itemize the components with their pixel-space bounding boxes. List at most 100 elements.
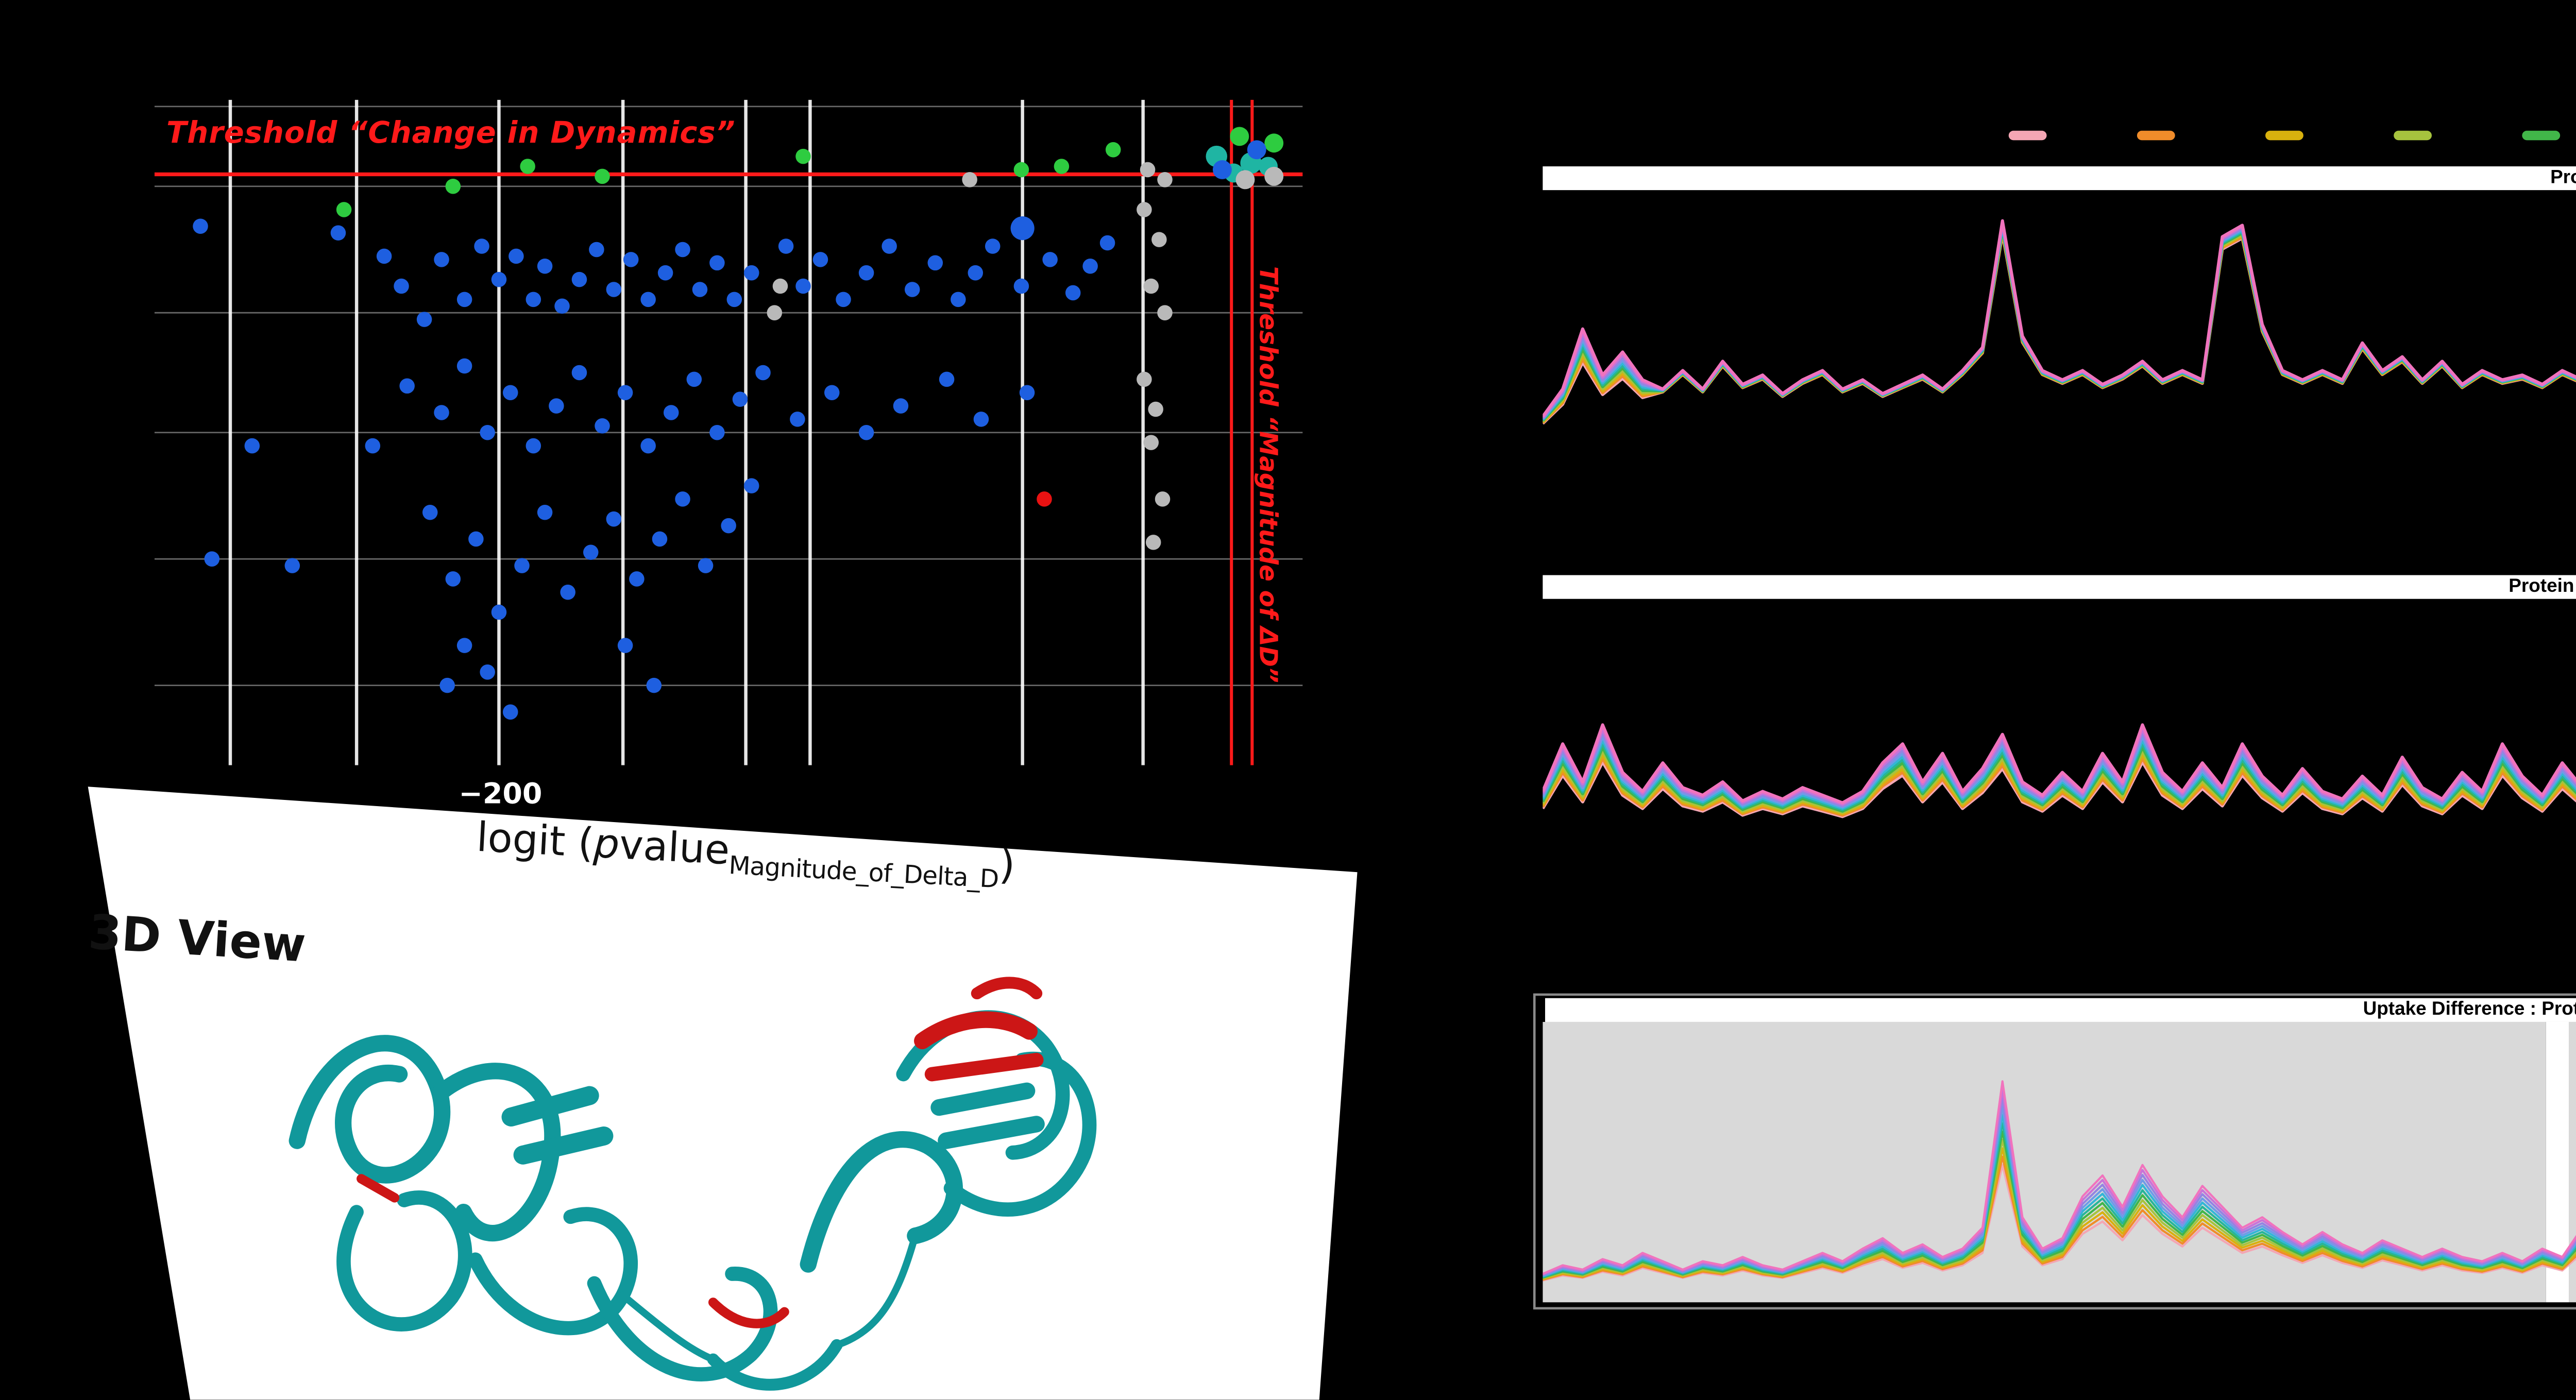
scatter-point[interactable]	[1019, 385, 1035, 400]
scatter-point[interactable]	[968, 265, 984, 281]
scatter-point[interactable]	[973, 412, 989, 427]
scatter-point[interactable]	[1264, 166, 1284, 186]
volcano-plot[interactable]	[154, 99, 1303, 765]
scatter-point[interactable]	[1143, 435, 1159, 450]
scatter-point[interactable]	[514, 558, 530, 573]
scatter-point[interactable]	[686, 371, 702, 387]
scatter-point[interactable]	[1151, 232, 1167, 247]
scatter-point[interactable]	[571, 365, 587, 381]
scatter-point[interactable]	[663, 405, 679, 420]
scatter-point[interactable]	[675, 491, 690, 507]
scatter-point[interactable]	[1065, 285, 1081, 301]
scatter-point[interactable]	[1235, 170, 1255, 190]
scatter-point[interactable]	[560, 585, 575, 600]
scatter-point[interactable]	[709, 424, 725, 440]
scatter-point[interactable]	[1137, 371, 1152, 387]
scatter-point[interactable]	[726, 292, 742, 308]
scatter-point[interactable]	[480, 424, 495, 440]
scatter-point[interactable]	[502, 385, 518, 400]
scatter-point[interactable]	[812, 252, 828, 267]
scatter-point[interactable]	[606, 282, 622, 297]
scatter-point[interactable]	[1157, 305, 1173, 320]
scatter-point[interactable]	[1010, 216, 1035, 241]
legend-swatch[interactable]	[2008, 130, 2047, 141]
structure-3d-viewport[interactable]	[0, 760, 1426, 1400]
scatter-point[interactable]	[709, 255, 725, 271]
scatter-point[interactable]	[1212, 160, 1232, 179]
scatter-point[interactable]	[204, 551, 220, 567]
scatter-point[interactable]	[434, 405, 449, 420]
scatter-point[interactable]	[456, 638, 472, 653]
scatter-point[interactable]	[617, 385, 633, 400]
scatter-point[interactable]	[491, 604, 507, 620]
scatter-point[interactable]	[1155, 491, 1171, 507]
scatter-point[interactable]	[468, 531, 484, 547]
scatter-point[interactable]	[824, 385, 840, 400]
uptake-chart-protein-a[interactable]	[1543, 190, 2576, 570]
scatter-point[interactable]	[1042, 252, 1058, 267]
scatter-point[interactable]	[376, 248, 392, 264]
scatter-point[interactable]	[1037, 491, 1052, 507]
scatter-point[interactable]	[778, 238, 794, 254]
scatter-point[interactable]	[904, 282, 920, 297]
scatter-point[interactable]	[893, 398, 909, 414]
scatter-point[interactable]	[509, 248, 524, 264]
scatter-point[interactable]	[365, 438, 381, 454]
scatter-point[interactable]	[549, 398, 564, 414]
scatter-point[interactable]	[1140, 162, 1156, 178]
scatter-point[interactable]	[743, 265, 759, 281]
scatter-point[interactable]	[474, 238, 489, 254]
scatter-point[interactable]	[1145, 535, 1161, 550]
scatter-point[interactable]	[554, 298, 570, 314]
scatter-point[interactable]	[595, 418, 610, 434]
scatter-point[interactable]	[1247, 140, 1266, 160]
scatter-point[interactable]	[1105, 142, 1121, 158]
scatter-point[interactable]	[502, 704, 518, 720]
scatter-point[interactable]	[772, 278, 788, 294]
scatter-point[interactable]	[193, 218, 208, 234]
legend-swatch[interactable]	[2522, 130, 2561, 141]
scatter-point[interactable]	[732, 391, 748, 407]
scatter-point[interactable]	[537, 258, 553, 274]
scatter-point[interactable]	[617, 638, 633, 653]
scatter-point[interactable]	[439, 677, 455, 693]
scatter-point[interactable]	[595, 168, 610, 184]
scatter-point[interactable]	[1157, 172, 1173, 187]
scatter-point[interactable]	[491, 271, 507, 287]
scatter-point[interactable]	[1137, 202, 1152, 217]
scatter-point[interactable]	[657, 265, 673, 281]
scatter-point[interactable]	[1054, 159, 1070, 174]
scatter-point[interactable]	[721, 518, 736, 534]
scatter-point[interactable]	[858, 265, 874, 281]
scatter-point[interactable]	[416, 312, 432, 327]
scatter-point[interactable]	[1099, 235, 1115, 251]
scatter-point[interactable]	[743, 478, 759, 493]
legend-swatch[interactable]	[2265, 130, 2303, 141]
scatter-point[interactable]	[571, 271, 587, 287]
scatter-point[interactable]	[1264, 133, 1284, 153]
scatter-point[interactable]	[985, 238, 1001, 254]
scatter-point[interactable]	[1148, 401, 1163, 417]
scatter-point[interactable]	[456, 292, 472, 308]
scatter-point[interactable]	[434, 252, 449, 267]
scatter-point[interactable]	[445, 571, 461, 587]
scatter-point[interactable]	[583, 544, 599, 560]
scatter-point[interactable]	[422, 504, 438, 520]
scatter-point[interactable]	[675, 242, 690, 258]
scatter-point[interactable]	[526, 438, 541, 454]
scatter-point[interactable]	[646, 677, 662, 693]
scatter-point[interactable]	[927, 255, 943, 271]
scatter-point[interactable]	[589, 242, 604, 258]
scatter-point[interactable]	[858, 424, 874, 440]
scatter-point[interactable]	[284, 558, 300, 573]
scatter-point[interactable]	[623, 252, 639, 267]
scatter-point[interactable]	[790, 412, 805, 427]
scatter-point[interactable]	[336, 202, 352, 217]
scatter-point[interactable]	[795, 278, 811, 294]
scatter-point[interactable]	[244, 438, 260, 454]
scatter-point[interactable]	[456, 358, 472, 374]
scatter-point[interactable]	[939, 371, 955, 387]
scatter-point[interactable]	[692, 282, 708, 297]
scatter-point[interactable]	[951, 292, 966, 308]
scatter-point[interactable]	[767, 305, 783, 320]
